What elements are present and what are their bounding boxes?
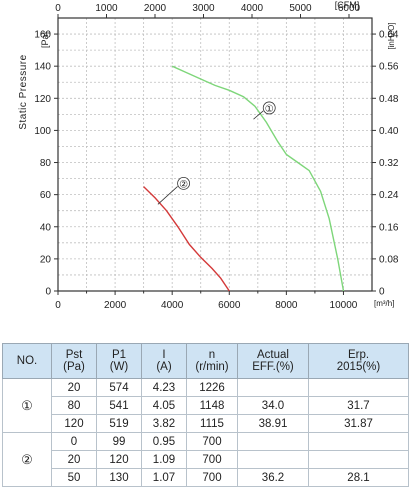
cell-erp: 31.87 xyxy=(308,414,409,433)
y-axis-title: Static Pressure xyxy=(18,54,29,129)
y-right-tick-label: 0.32 xyxy=(379,158,399,169)
header-eff: Actual EFF.(%) xyxy=(237,343,309,379)
cell-eff xyxy=(237,378,309,397)
header-p1: P1 (W) xyxy=(96,343,142,379)
cell-pst: 0 xyxy=(51,432,97,451)
header-no: NO. xyxy=(2,343,52,379)
header-i: I (A) xyxy=(141,343,187,379)
series-line-1 xyxy=(171,65,345,292)
cell-eff: 36.2 xyxy=(237,468,309,487)
plot-frame xyxy=(57,17,373,292)
cell-n: 700 xyxy=(186,468,238,487)
y-right-tick-label: 0.56 xyxy=(379,62,399,73)
header-n: n (r/min) xyxy=(186,343,238,379)
cell-i: 0.95 xyxy=(141,432,187,451)
x-bottom-unit-label: [m³/h] xyxy=(374,299,394,308)
cell-i: 3.82 xyxy=(141,414,187,433)
cell-erp: 28.1 xyxy=(308,468,409,487)
cell-erp: 31.7 xyxy=(308,396,409,415)
table-row: 120 519 3.82 1115 38.91 31.87 xyxy=(3,414,409,433)
header-erp: Erp. 2015(%) xyxy=(308,343,409,379)
x-bottom-tick-label: 8000 xyxy=(275,300,298,311)
x-bottom-tick-label: 10000 xyxy=(330,300,358,311)
cell-eff xyxy=(237,450,309,469)
x-top-tick-label: 5000 xyxy=(289,3,312,14)
cell-pst: 20 xyxy=(51,450,97,469)
cell-n: 1148 xyxy=(186,396,238,415)
cell-n: 1226 xyxy=(186,378,238,397)
cell-pst: 20 xyxy=(51,378,97,397)
x-bottom-tick-label: 4000 xyxy=(161,300,184,311)
y-right-tick-label: 0.40 xyxy=(379,126,399,137)
cell-erp xyxy=(308,432,409,451)
x-top-tick-label: 0 xyxy=(55,3,61,14)
y-right-tick-label: 0.48 xyxy=(379,94,399,105)
x-top-tick-label: 4000 xyxy=(241,3,264,14)
x-bottom-tick-label: 2000 xyxy=(104,300,127,311)
cell-i: 4.05 xyxy=(141,396,187,415)
cell-p1: 120 xyxy=(96,450,142,469)
y-right-tick-label: 0.08 xyxy=(379,254,399,265)
x-bottom-tick-label: 0 xyxy=(55,300,61,311)
y-left-tick-label: 40 xyxy=(40,222,52,233)
cell-i: 4.23 xyxy=(141,378,187,397)
x-top-tick-label: 1000 xyxy=(95,3,118,14)
cell-n: 700 xyxy=(186,450,238,469)
y-left-tick-label: 0 xyxy=(45,287,51,298)
x-bottom-tick-label: 6000 xyxy=(218,300,241,311)
callout-circle-2 xyxy=(177,177,191,190)
table-row: 20 120 1.09 700 xyxy=(3,450,409,469)
cell-n: 1115 xyxy=(186,414,238,433)
callout-label-2: ② xyxy=(179,179,188,190)
group-label-2: ② xyxy=(2,432,52,487)
header-pst: Pst (Pa) xyxy=(51,343,97,379)
y-right-tick-label: 0.16 xyxy=(379,222,399,233)
y-left-tick-label: 80 xyxy=(40,158,52,169)
y-left-tick-label: 60 xyxy=(40,190,52,201)
cell-p1: 574 xyxy=(96,378,142,397)
cell-eff: 34.0 xyxy=(237,396,309,415)
cell-eff xyxy=(237,432,309,451)
cell-p1: 541 xyxy=(96,396,142,415)
callout-leader-2 xyxy=(157,186,178,205)
y-right-tick-label: 0 xyxy=(379,287,385,298)
y-right-tick-label: 0.24 xyxy=(379,190,399,201)
table-row: ② 0 99 0.95 700 xyxy=(2,432,409,487)
callout-leader-1 xyxy=(253,110,264,120)
cell-erp xyxy=(308,450,409,469)
y-left-tick-label: 140 xyxy=(34,62,51,73)
series-line-2 xyxy=(143,186,230,292)
y-left-tick-label: 20 xyxy=(40,254,52,265)
y-left-tick-label: 120 xyxy=(34,94,51,105)
cell-pst: 50 xyxy=(51,468,97,487)
group-label-1: ① xyxy=(2,378,52,433)
table-row: 80 541 4.05 1148 34.0 31.7 xyxy=(3,396,409,415)
cell-pst: 120 xyxy=(51,414,97,433)
cell-p1: 130 xyxy=(96,468,142,487)
cell-eff: 38.91 xyxy=(237,414,309,433)
cell-n: 700 xyxy=(186,432,238,451)
cell-pst: 80 xyxy=(51,396,97,415)
callout-circle-1 xyxy=(262,101,276,115)
cell-p1: 519 xyxy=(96,414,142,433)
cell-erp xyxy=(308,378,409,397)
table-row: 50 130 1.07 700 36.2 28.1 xyxy=(3,468,409,487)
y-right-unit-label: [inH2O] xyxy=(387,22,396,49)
cell-i: 1.07 xyxy=(141,468,187,487)
cell-i: 1.09 xyxy=(141,450,187,469)
y-left-tick-label: 160 xyxy=(34,30,51,41)
fan-performance-chart: 0 2000 4000 6000 8000 10000 [m³/h]0 1000 2000 300… xyxy=(18,0,399,311)
table-row: ① 20 574 4.23 1226 xyxy=(2,378,409,433)
cell-p1: 99 xyxy=(96,432,142,451)
performance-table: NO. Pst (Pa) P1 (W) I (A) n (r/min) Actual EF… xyxy=(2,343,409,487)
x-top-tick-label: 6000 xyxy=(338,3,361,14)
x-top-unit-label: [CFM] xyxy=(335,0,360,10)
x-top-tick-label: 2000 xyxy=(144,3,167,14)
callout-label-1: ① xyxy=(265,104,274,115)
table-header-row: NO. Pst (Pa) P1 (W) I (A) n (r/min) Actual EF… xyxy=(2,343,409,379)
y-right-tick-label: 0.64 xyxy=(379,30,399,41)
y-left-unit-label: [Pa] xyxy=(40,32,50,48)
x-top-tick-label: 3000 xyxy=(192,3,215,14)
y-left-tick-label: 100 xyxy=(34,126,51,137)
